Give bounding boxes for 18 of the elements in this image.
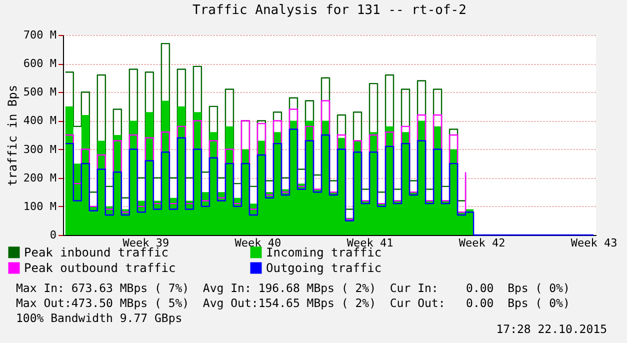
text: Max Out:473.50 MBps ( 5%) Avg Out:154.65 MBps ( 2%) Cur Out: 0.00 Bps ( 0%)	[16, 296, 570, 311]
y-axis-title: traffic in Bps	[5, 84, 20, 186]
text: Max In: 673.63 MBps ( 7%) Avg In: 196.68 MBps ( 2%) Cur In: 0.00 Bps ( 0%)	[16, 281, 570, 296]
y-tick-label: 400 M	[23, 114, 57, 128]
text: 17:28 22.10.2015	[496, 322, 607, 337]
x-tick-label: Week 42	[458, 236, 506, 250]
legend-label: Outgoing traffic	[266, 261, 382, 275]
y-tick-label: 700 M	[23, 28, 57, 42]
y-tick-label: 200 M	[23, 171, 57, 184]
y-tick-label: 500 M	[23, 86, 57, 99]
x-tick-label: Week 43	[570, 236, 618, 250]
y-tick-label: 600 M	[23, 57, 57, 70]
chart-title: Traffic Analysis for 131 -- rt-of-2	[192, 3, 466, 18]
legend-label: Peak outbound traffic	[24, 261, 176, 275]
y-tick-label: 100 M	[23, 200, 57, 213]
text: 100% Bandwidth 9.77 GBps	[16, 311, 182, 326]
y-tick-label: 300 M	[23, 142, 57, 156]
y-tick-label: 0	[50, 228, 56, 242]
